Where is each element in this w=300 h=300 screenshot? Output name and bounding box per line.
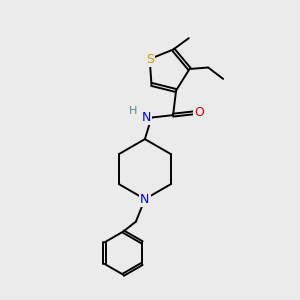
Text: N: N [140,193,150,206]
Text: S: S [146,52,154,66]
Text: O: O [194,106,204,119]
Text: H: H [129,106,138,116]
Text: N: N [141,111,151,124]
